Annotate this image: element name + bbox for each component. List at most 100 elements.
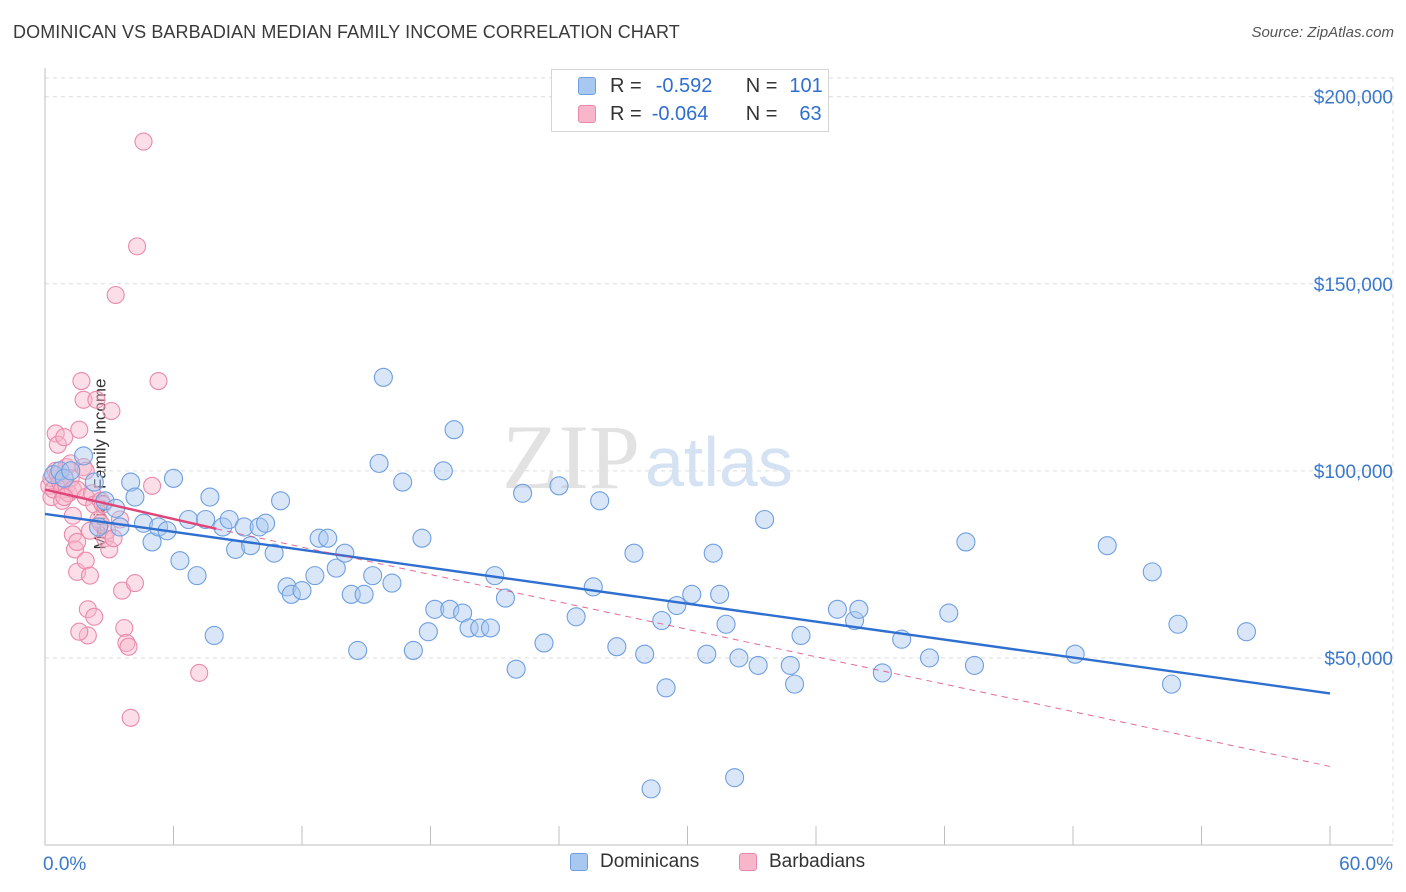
dominican-point [849, 599, 869, 619]
dominican-point [382, 573, 402, 593]
dominican-point [729, 648, 749, 668]
dominican-point [725, 768, 745, 788]
dominican-point [433, 461, 453, 481]
legend-row-dominicans: R = -0.592 N = 101 [578, 73, 823, 99]
dominican-point [440, 599, 460, 619]
barbadian-point [55, 487, 74, 507]
dominican-point [196, 509, 216, 530]
dominicans-trend-line [44, 512, 1331, 695]
dominican-point [919, 648, 940, 668]
dominican-point [956, 532, 976, 552]
legend-label-dominicans: Dominicans [600, 851, 700, 872]
dominican-point [755, 509, 775, 530]
y-tick-label: $200,000 [1314, 88, 1393, 109]
dominican-point [703, 543, 723, 563]
dominican-point [219, 509, 239, 530]
dominican-point [241, 536, 261, 556]
dominican-point [204, 625, 224, 646]
barbadian-point [55, 428, 74, 447]
barbadian-point [76, 551, 95, 570]
dominican-point [281, 584, 301, 604]
dominican-point [318, 528, 338, 548]
dominican-point [369, 453, 389, 473]
barbadian-point [68, 532, 87, 551]
legend-row-barbadians: R = -0.064 N = 63 [578, 101, 822, 127]
barbadian-point [134, 132, 153, 151]
barbadian-point [46, 424, 65, 443]
dominican-point [418, 622, 438, 642]
legend-item-barbadians[interactable]: Barbadians [739, 851, 865, 873]
legend-n-label: N = [745, 102, 778, 125]
barbadian-point [80, 566, 100, 585]
dominican-point [1097, 536, 1117, 556]
legend-n-value: 63 [799, 102, 822, 125]
barbadian-point [100, 540, 119, 559]
watermark-zip: ZIP [502, 406, 640, 508]
dominican-point [583, 577, 603, 597]
dominican-point [264, 543, 284, 563]
barbadian-point [190, 663, 209, 682]
dominican-point [61, 461, 81, 481]
dominican-point [335, 543, 355, 563]
dominican-point [590, 491, 610, 511]
watermark: ZIP atlas [502, 406, 793, 508]
dominican-point [748, 655, 768, 675]
legend-r-value: -0.592 [655, 74, 713, 97]
y-tick-label: $150,000 [1314, 275, 1393, 296]
dominican-point [373, 367, 393, 387]
legend-r-label: R = [610, 102, 642, 125]
barbadian-point [78, 626, 97, 645]
legend-label-barbadians: Barbadians [769, 851, 866, 872]
dominican-point [200, 487, 220, 507]
dominican-point [412, 528, 432, 548]
dominican-point [187, 566, 207, 586]
legend-r-label: R = [610, 74, 642, 97]
legend-n-value: 101 [789, 74, 823, 97]
dominican-point [125, 487, 145, 507]
barbadian-point [143, 476, 162, 495]
legend-item-dominicans[interactable]: Dominicans [570, 851, 699, 873]
dominican-point [470, 618, 490, 638]
dominican-point [780, 655, 800, 675]
source-label: Source: ZipAtlas.com [1251, 24, 1394, 41]
dominican-point [607, 637, 627, 657]
barbadians-trend-solid [44, 488, 217, 531]
dominican-point [656, 678, 676, 698]
barbadian-point [74, 390, 93, 409]
dominican-point [363, 566, 383, 586]
y-tick-label: $50,000 [1324, 649, 1393, 670]
dominican-point [667, 595, 687, 616]
dominican-point [785, 674, 805, 694]
dominican-point [682, 584, 702, 604]
barbadian-point [104, 529, 123, 548]
dominican-point [827, 599, 847, 619]
barbadian-point [106, 285, 125, 305]
correlation-legend: R = -0.592 N = 101 R = -0.064 N = 63 [551, 69, 829, 132]
barbadian-point [72, 372, 91, 391]
series-legend: Dominicans Barbadians [0, 851, 1406, 877]
dominican-point [641, 779, 661, 799]
barbadian-point [149, 372, 168, 391]
dominican-point [84, 472, 104, 492]
dominican-point [393, 472, 413, 492]
dominican-point [249, 517, 269, 537]
dominican-point [624, 543, 644, 563]
dominican-point [54, 468, 74, 488]
tick-labels: $50,000 $100,000 $150,000 $200,000 0.0% 60.0% [43, 88, 1393, 875]
legend-swatch-blue [570, 853, 588, 871]
barbadian-point [48, 435, 67, 454]
dominican-point [1161, 674, 1182, 694]
dominican-point [74, 446, 94, 466]
dominican-point [292, 581, 312, 601]
barbadian-point [87, 390, 106, 409]
barbadian-point [119, 637, 138, 656]
dominican-point [234, 517, 254, 537]
barbadian-point [65, 540, 85, 559]
dominican-point [697, 644, 717, 664]
barbadian-point [78, 600, 97, 619]
dominican-point [121, 472, 141, 492]
dominican-point [549, 476, 569, 496]
chart-title: DOMINICAN VS BARBADIAN MEDIAN FAMILY INC… [13, 22, 680, 42]
dominican-point [348, 640, 368, 660]
dominican-point [635, 644, 655, 664]
